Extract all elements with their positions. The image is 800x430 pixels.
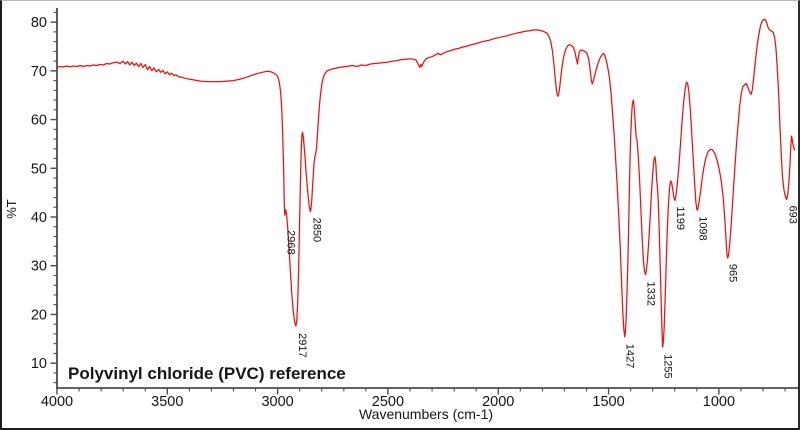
spectrum-title: Polyvinyl chloride (PVC) reference xyxy=(68,364,346,383)
y-tick-label: 60 xyxy=(31,113,47,129)
spectrum-line xyxy=(56,18,796,348)
x-tick-label: 3000 xyxy=(261,394,293,410)
peak-label-1098: 1098 xyxy=(696,216,708,240)
axes xyxy=(56,8,798,389)
peak-label-2917: 2917 xyxy=(296,333,308,357)
peak-label-2968: 2968 xyxy=(285,230,297,254)
x-tick-label: 1000 xyxy=(703,394,735,410)
y-axis-ticks: 10 20 30 40 50 60 70 80 xyxy=(31,11,57,384)
x-tick-label: 4000 xyxy=(41,394,73,410)
spectrum-curve xyxy=(56,18,796,348)
y-tick-label: 20 xyxy=(31,307,47,323)
x-tick-label: 2500 xyxy=(372,394,404,410)
peak-annotations: 2968 2917 2850 1427 1332 1255 1199 1098 965 693 xyxy=(285,206,799,379)
peak-label-2850: 2850 xyxy=(311,218,323,242)
peak-label-1427: 1427 xyxy=(624,344,636,368)
y-axis-title: %T xyxy=(4,199,19,219)
y-tick-label: 70 xyxy=(31,64,47,80)
x-tick-label: 2000 xyxy=(482,394,514,410)
peak-label-1199: 1199 xyxy=(674,206,686,230)
y-tick-label: 30 xyxy=(31,259,47,275)
x-tick-label: 1500 xyxy=(592,394,624,410)
y-tick-label: 80 xyxy=(31,15,47,31)
peak-label-693: 693 xyxy=(787,206,799,224)
peak-label-965: 965 xyxy=(727,264,739,282)
x-axis-title: Wavenumbers (cm-1) xyxy=(359,406,493,422)
x-tick-label: 3500 xyxy=(151,394,183,410)
peak-label-1332: 1332 xyxy=(645,282,657,306)
x-axis-ticks: 4000 3500 3000 2500 2000 1500 1000 xyxy=(41,388,786,410)
y-tick-label: 10 xyxy=(31,356,47,372)
y-tick-label: 40 xyxy=(31,210,47,226)
y-tick-label: 50 xyxy=(31,161,47,177)
peak-label-1255: 1255 xyxy=(662,354,674,378)
